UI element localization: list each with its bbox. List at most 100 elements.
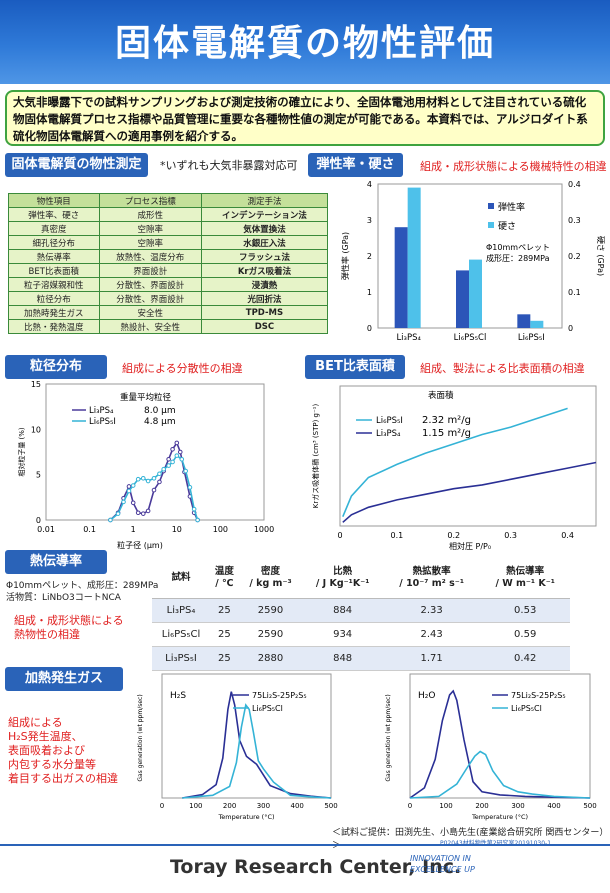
props-table: 物性項目 プロセス指標 測定手法 弾性率、硬さ 成形性 インデンテーション法 真密度 空隙…	[8, 193, 329, 334]
particle-legend-value: 4.8 µm	[144, 417, 176, 427]
props-cell: フラッシュ法	[200, 249, 329, 264]
bet-xtick: 0.3	[504, 531, 517, 540]
bet-legend-value: 1.15 m²/g	[422, 428, 471, 439]
thermal-cell: 0.53	[480, 598, 570, 623]
h2s-chart: 0 100 200 300 400 500 Temperature (°C) Gas gene…	[137, 673, 338, 821]
props-cell: 光回折法	[200, 291, 329, 306]
thermal-table: 試料 温度 / ℃ 密度 / kg m⁻³ 比熱 / J Kg⁻¹K⁻¹ 熱拡散率 / …	[152, 558, 570, 671]
props-cell: 弾性率、硬さ	[8, 207, 100, 222]
particle-point	[183, 468, 188, 474]
particle-series-line	[109, 441, 199, 521]
particle-legend-title: 重量平均粒径	[120, 392, 172, 403]
particle-legend-name: Li₃PS₄	[89, 406, 114, 416]
gas-legend-name: Li₆PS₅Cl	[252, 704, 283, 713]
thermal-desc-1: 組成・成形状態による	[14, 614, 124, 627]
bar-elastic	[394, 227, 408, 328]
section-header-elastic: 弾性率・硬さ	[308, 153, 403, 177]
thermal-col: 密度 / kg m⁻³	[238, 558, 303, 599]
thermal-cell: Li₆PS₅Cl	[152, 622, 211, 647]
slogan-line-1: INNOVATION IN	[410, 854, 471, 863]
section-header-particle: 粒径分布	[5, 355, 107, 379]
gas-xtick: 500	[324, 802, 337, 810]
bet-series-line	[342, 461, 597, 523]
props-cell: 界面設計	[98, 263, 202, 278]
particle-xtick: 10	[172, 525, 182, 534]
props-cell: DSC	[200, 319, 329, 334]
bar-elastic	[456, 270, 469, 328]
particle-xlabel: 粒子径 (µm)	[117, 540, 163, 550]
props-cell: 加熱時発生ガス	[8, 305, 100, 320]
particle-point	[157, 479, 162, 485]
props-cell: 粒径分布	[8, 291, 100, 306]
gas-xtick: 500	[583, 802, 596, 810]
props-cell: Krガス吸着法	[200, 263, 329, 278]
particle-legend-value: 8.0 µm	[144, 406, 176, 416]
bet-plot-frame	[339, 385, 597, 527]
elastic-y2tick: 0	[568, 324, 573, 333]
elastic-xtick: Li₆PS₅Cl	[454, 333, 487, 343]
props-cell: 安全性	[98, 305, 202, 320]
bet-xtick: 0.1	[391, 531, 404, 540]
bar-elastic	[517, 314, 531, 328]
particle-point	[140, 511, 146, 516]
thermal-col: 温度 / ℃	[210, 558, 239, 599]
thermal-cell: 2590	[238, 598, 303, 623]
particle-desc: 組成による分散性の相違	[122, 362, 243, 375]
elastic-ytick: 0	[367, 324, 372, 333]
gas-ylabel: Gas generation (wt ppm/sec)	[137, 694, 144, 781]
elastic-note-2: 成形圧：289MPa	[486, 253, 550, 263]
bet-ylabel: Krガス吸着体積 (cm³ (STP) g⁻¹)	[311, 404, 320, 509]
thermal-cell: 2590	[238, 622, 303, 647]
thermal-cell: 884	[302, 598, 383, 623]
section-header-bet: BET比表面積	[305, 355, 405, 379]
elastic-y2label: 硬さ (GPa)	[596, 236, 605, 276]
elastic-ytick: 1	[367, 288, 372, 297]
bar-hardness	[469, 259, 482, 328]
gas-xtick: 300	[257, 802, 270, 810]
thermal-cell: Li₃PS₄	[152, 598, 211, 623]
particle-point	[166, 456, 171, 462]
elastic-ytick: 2	[367, 252, 372, 261]
particle-point	[140, 475, 146, 481]
particle-point	[130, 483, 136, 488]
gas-desc-line: 組成による	[8, 716, 63, 729]
thermal-cell: 25	[210, 646, 239, 671]
particle-plot-frame	[45, 383, 265, 521]
gas-xtick: 200	[223, 802, 236, 810]
particle-ytick: 15	[31, 380, 41, 389]
gas-series-line	[182, 703, 332, 799]
particle-xtick: 0.01	[37, 525, 55, 534]
thermal-desc-2: 熱物性の相違	[14, 628, 80, 641]
particle-point	[121, 499, 126, 505]
thermal-cell: 0.42	[480, 646, 570, 671]
gas-ylabel: Gas generation (wt ppm/sec)	[385, 694, 392, 781]
gas-xtick: 0	[408, 802, 412, 810]
legend-swatch-hardness	[488, 222, 494, 228]
particle-point	[191, 506, 197, 512]
particle-xtick: 1	[131, 525, 136, 534]
thermal-note-2: 活物質：LiNbO3コートNCA	[6, 593, 121, 603]
props-cell: 真密度	[8, 221, 100, 236]
thermal-col: 熱伝導率 / W m⁻¹ K⁻¹	[480, 558, 570, 599]
props-cell: BET比表面積	[8, 263, 100, 278]
particle-ytick: 10	[31, 425, 41, 434]
props-col: 物性項目	[8, 193, 100, 208]
props-cell: 比熱・発熱温度	[8, 319, 100, 334]
elastic-xtick: Li₆PS₅I	[518, 333, 545, 343]
particle-point	[135, 476, 141, 482]
props-cell: 空隙率	[98, 221, 202, 236]
elastic-ytick: 4	[367, 180, 372, 189]
particle-point	[161, 466, 166, 472]
section-header-props: 固体電解質の物性測定	[5, 153, 148, 177]
props-cell: 浸漬熱	[200, 277, 329, 292]
particle-point	[157, 471, 162, 477]
props-cell: 粒子溶媒親和性	[8, 277, 100, 292]
gas-xtick: 400	[291, 802, 304, 810]
gas-xtick: 0	[160, 802, 164, 810]
thermal-cell: 848	[302, 646, 383, 671]
thermal-cell: Li₃PS₅I	[152, 646, 211, 671]
bet-series-line	[342, 407, 568, 518]
h2o-chart: 0 100 200 300 400 500 Temperature (°C) Gas gene…	[385, 673, 597, 821]
particle-legend-name: Li₆PS₅I	[89, 417, 116, 427]
legend-label-elastic: 弾性率	[498, 201, 525, 213]
